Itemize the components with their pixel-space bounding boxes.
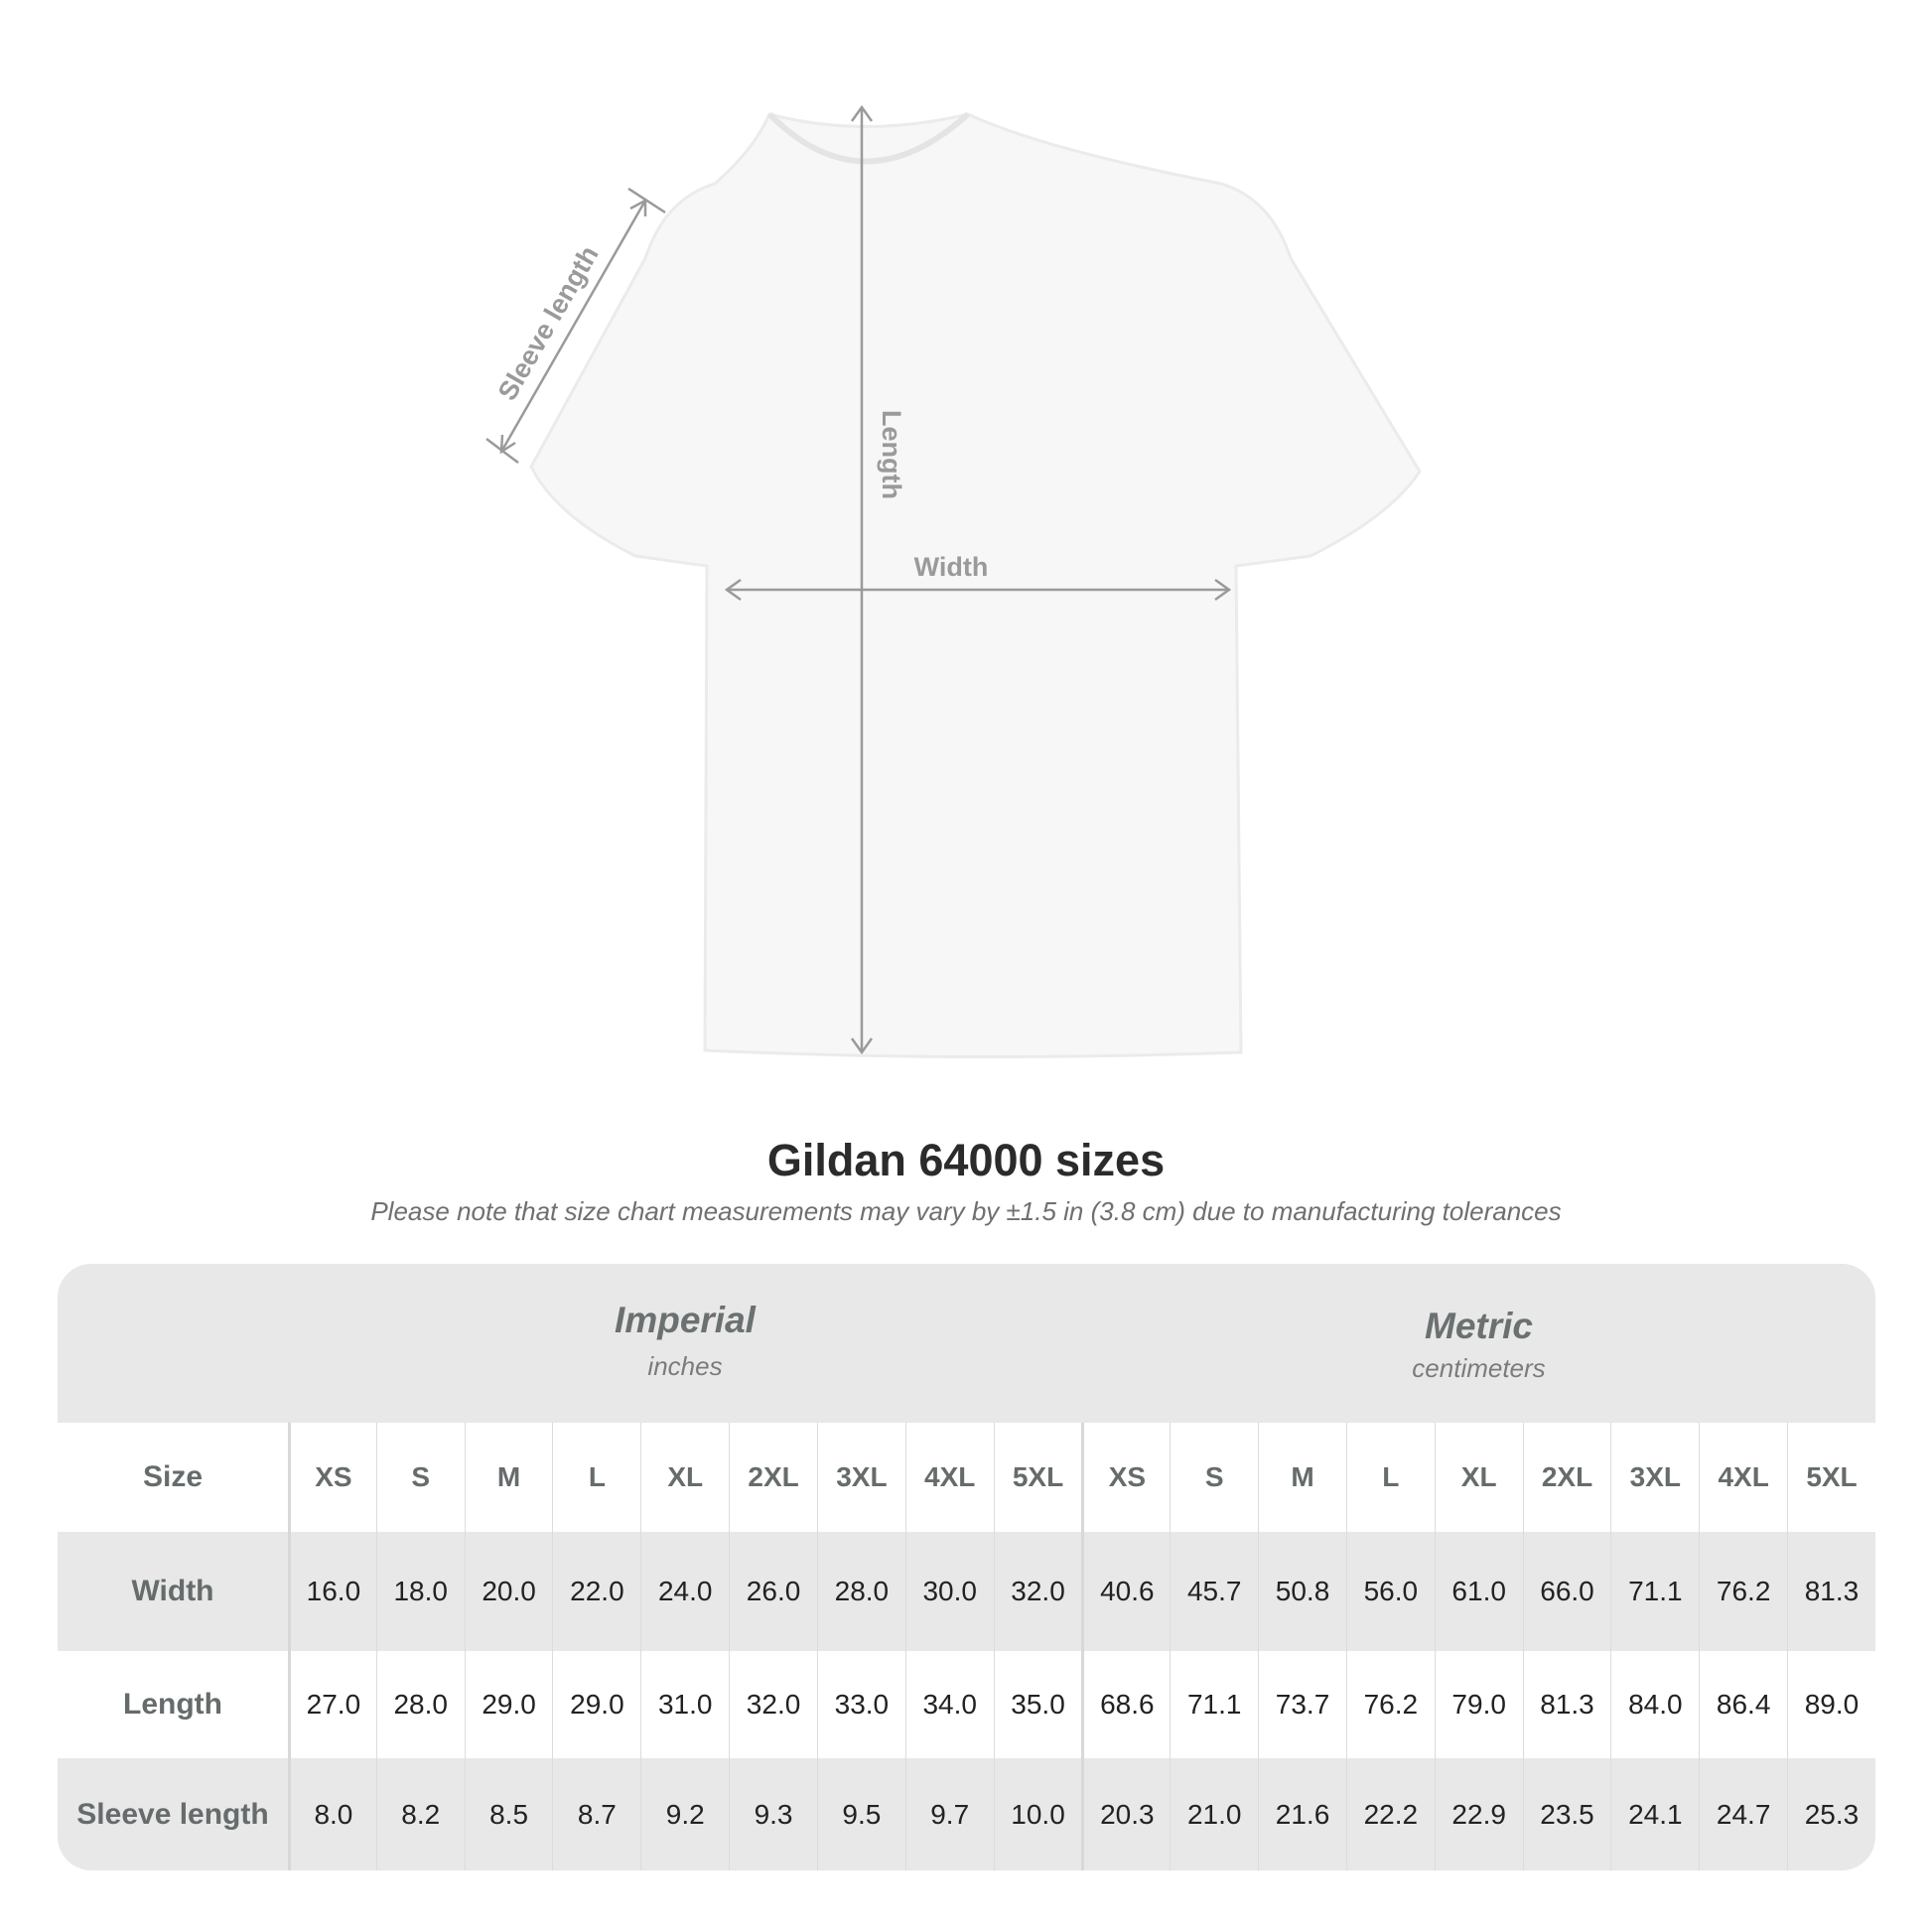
size-header-cell: S [375,1423,465,1532]
value-cell: 79.0 [1434,1651,1523,1758]
value-cell: 8.0 [288,1758,376,1870]
value-cell: 9.3 [729,1758,817,1870]
size-label: Size [142,1460,204,1493]
size-header-cell: 5XL [1787,1423,1875,1532]
value-cell: 21.6 [1258,1758,1346,1870]
imperial-title: Imperial [615,1300,756,1340]
size-row: Size XS S M L XL 2XL 3XL 4XL 5XL XS S M L XL 2XL 3XL 4XL… [58,1423,1875,1532]
value-cell: 18.0 [375,1532,465,1651]
value-cell: 50.8 [1258,1532,1346,1651]
value-cell: 9.2 [640,1758,729,1870]
value-cell: 25.3 [1787,1758,1875,1870]
value-cell: 34.0 [904,1651,994,1758]
size-header-cell: XL [1434,1423,1523,1532]
size-header-cell: XS [1081,1423,1170,1532]
size-header-cell: S [1170,1423,1258,1532]
value-cell: 56.0 [1345,1532,1435,1651]
value-cell: 31.0 [640,1651,729,1758]
value-cell: 20.0 [464,1532,553,1651]
value-cell: 84.0 [1610,1651,1699,1758]
length-label: Length [877,410,906,499]
value-cell: 81.3 [1787,1532,1875,1651]
value-cell: 10.0 [993,1758,1082,1870]
value-cell: 8.7 [552,1758,640,1870]
value-cell: 73.7 [1258,1651,1346,1758]
size-header-cell: 4XL [904,1423,994,1532]
imperial-unit: inches [647,1351,723,1381]
value-cell: 24.1 [1610,1758,1699,1870]
value-cell: 16.0 [288,1532,376,1651]
value-cell: 32.0 [993,1532,1082,1651]
value-cell: 71.1 [1610,1532,1699,1651]
imperial-header: Imperial inches [288,1264,1082,1423]
value-cell: 22.0 [552,1532,640,1651]
metric-unit: centimeters [1412,1353,1546,1383]
size-header-cell: 4XL [1699,1423,1787,1532]
value-cell: 20.3 [1081,1758,1170,1870]
value-cell: 22.9 [1434,1758,1523,1870]
value-cell: 29.0 [464,1651,553,1758]
value-cell: 45.7 [1170,1532,1258,1651]
tshirt-image [529,112,1422,1059]
tolerance-note: Please note that size chart measurements… [370,1196,1562,1226]
row-label: Sleeve length [76,1797,269,1831]
value-cell: 23.5 [1522,1758,1611,1870]
value-cell: 71.1 [1170,1651,1258,1758]
value-cell: 32.0 [729,1651,817,1758]
size-header-cell: 2XL [729,1423,817,1532]
size-header-cell: 3XL [816,1423,905,1532]
value-cell: 24.7 [1699,1758,1787,1870]
size-table: Imperial inches Metric centimeters Size … [58,1264,1875,1870]
row-label: Width [131,1575,214,1607]
value-cell: 24.0 [640,1532,729,1651]
value-cell: 9.7 [904,1758,994,1870]
value-cell: 26.0 [729,1532,817,1651]
metric-header: Metric centimeters [1082,1264,1875,1423]
value-cell: 35.0 [993,1651,1082,1758]
value-cell: 8.2 [375,1758,465,1870]
value-cell: 76.2 [1345,1651,1435,1758]
row-label: Length [123,1688,222,1721]
size-header-cell: M [464,1423,553,1532]
tshirt-diagram: Sleeve length Length Width [485,104,1422,1059]
value-cell: 61.0 [1434,1532,1523,1651]
value-cell: 40.6 [1081,1532,1170,1651]
value-cell: 9.5 [816,1758,905,1870]
value-cell: 21.0 [1170,1758,1258,1870]
value-cell: 68.6 [1081,1651,1170,1758]
value-cell: 27.0 [288,1651,376,1758]
size-header-cell: M [1258,1423,1346,1532]
table-row: Length 27.0 28.0 29.0 29.0 31.0 32.0 33.0 34.0 3… [58,1651,1875,1758]
value-cell: 76.2 [1699,1532,1787,1651]
value-cell: 22.2 [1345,1758,1435,1870]
value-cell: 29.0 [552,1651,640,1758]
metric-title: Metric [1425,1306,1533,1346]
table-row: Sleeve length 8.0 8.2 8.5 8.7 9.2 9.3 9.5 9.7 10… [58,1758,1875,1870]
table-row: Width 16.0 18.0 20.0 22.0 24.0 26.0 28.0 30.0 32… [58,1532,1875,1651]
value-cell: 81.3 [1522,1651,1611,1758]
value-cell: 66.0 [1522,1532,1611,1651]
value-cell: 33.0 [816,1651,905,1758]
size-header-cell: L [1345,1423,1435,1532]
size-header-cell: 3XL [1610,1423,1699,1532]
value-cell: 89.0 [1787,1651,1875,1758]
size-header-cell: 5XL [993,1423,1082,1532]
size-header-cell: L [552,1423,640,1532]
size-header-cell: 2XL [1522,1423,1611,1532]
page-title: Gildan 64000 sizes [766,1135,1166,1185]
size-header-cell: XS [288,1423,376,1532]
value-cell: 8.5 [464,1758,553,1870]
value-cell: 28.0 [816,1532,905,1651]
measurement-arrows [485,104,1232,1055]
value-cell: 28.0 [375,1651,465,1758]
value-cell: 86.4 [1699,1651,1787,1758]
size-header-cell: XL [640,1423,729,1532]
width-label: Width [914,552,989,582]
value-cell: 30.0 [904,1532,994,1651]
